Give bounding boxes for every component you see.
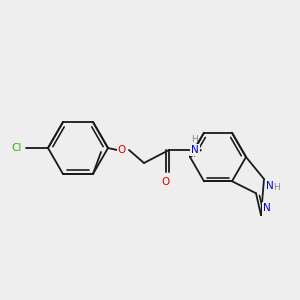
Text: H: H xyxy=(192,136,198,145)
Text: N: N xyxy=(191,145,199,155)
Text: H: H xyxy=(273,182,279,191)
Text: Cl: Cl xyxy=(12,143,22,153)
Text: N: N xyxy=(263,203,271,213)
Text: O: O xyxy=(118,145,126,155)
Text: O: O xyxy=(162,177,170,187)
Text: N: N xyxy=(266,181,274,191)
